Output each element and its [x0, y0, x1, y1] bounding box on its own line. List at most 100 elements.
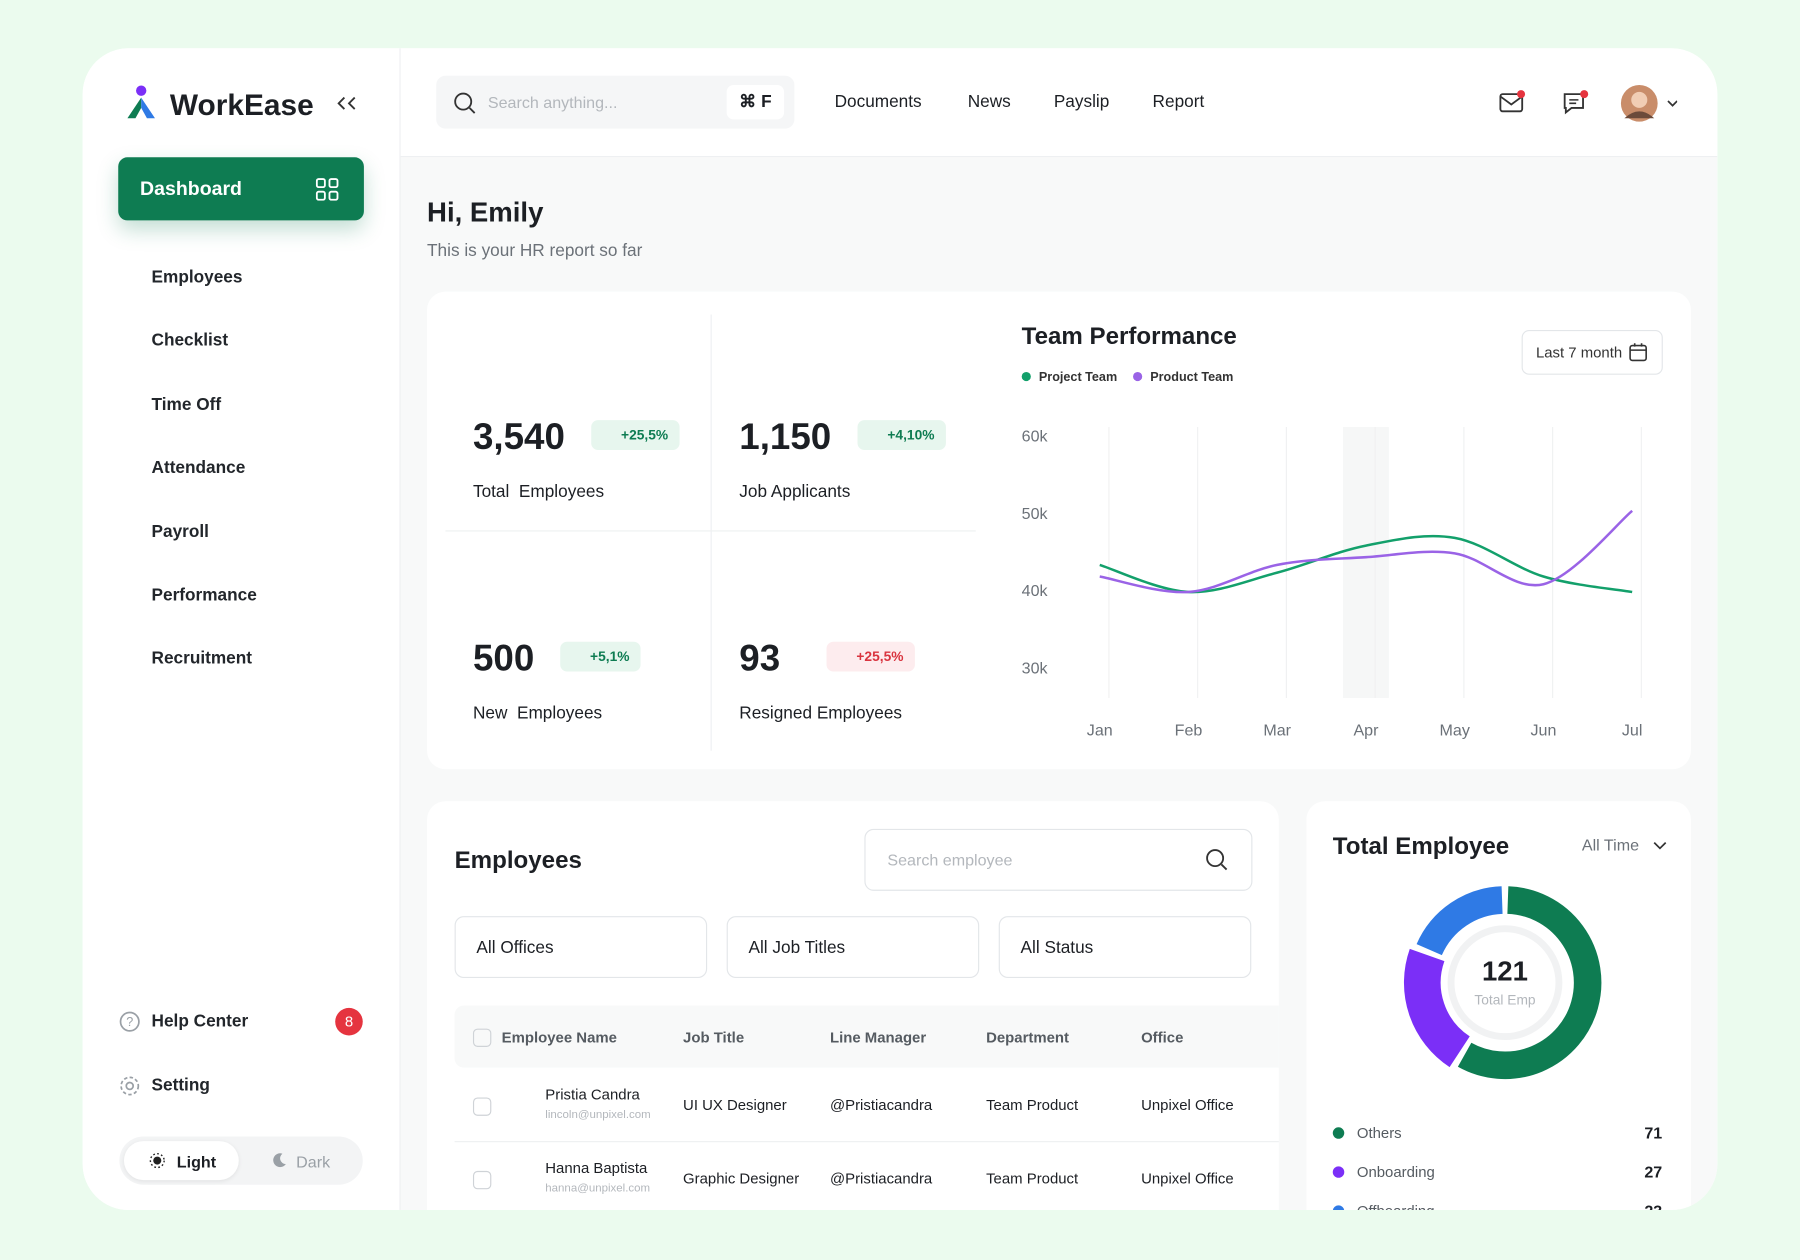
icon-part — [153, 1156, 162, 1165]
nav-link[interactable]: Documents — [834, 91, 922, 112]
x-tick-label: Jul — [1622, 722, 1643, 740]
employee-name: Hanna Baptista — [545, 1158, 648, 1177]
filter-label: All Offices — [476, 937, 554, 958]
icon-part — [1499, 93, 1524, 113]
logo-icon — [127, 85, 155, 119]
legend-swatch — [1332, 1127, 1345, 1139]
checkbox[interactable] — [472, 1097, 492, 1116]
setting-icon — [120, 1076, 140, 1096]
menu-item[interactable]: Payroll — [151, 521, 209, 542]
stat-label: Total Employees — [472, 482, 605, 502]
icon-part — [120, 1076, 140, 1096]
employee-search-placeholder: Search employee — [887, 850, 1013, 870]
menu-item[interactable]: Checklist — [151, 331, 229, 351]
table-header — [454, 1005, 1279, 1068]
x-tick-label: May — [1440, 722, 1470, 740]
x-tick-label: Apr — [1353, 722, 1379, 740]
x-tick-label: Jun — [1530, 722, 1556, 740]
icon-part — [1667, 100, 1678, 107]
icon-part: ? — [126, 1015, 133, 1029]
chat-button[interactable] — [1561, 90, 1589, 115]
dashboard-button[interactable]: Dashboard — [118, 157, 364, 221]
period-select[interactable] — [1521, 330, 1663, 375]
cell: Graphic Designer — [683, 1169, 800, 1187]
greeting-title: Hi, Emily — [427, 197, 544, 229]
collapse-button[interactable] — [335, 94, 360, 112]
stat-change-text: +4,10% — [887, 427, 935, 444]
filter-select[interactable]: All Status — [998, 916, 1252, 979]
setting[interactable]: Setting — [151, 1075, 210, 1096]
icon-part — [273, 1153, 286, 1168]
menu-item[interactable]: Recruitment — [151, 649, 253, 669]
icon-part — [127, 97, 142, 119]
period-select[interactable]: All Time — [1581, 835, 1640, 855]
app-window: WorkEase Dashboard ? Help Center 8 Setti… — [82, 48, 1718, 1210]
legend-label: Offboarding — [1357, 1203, 1435, 1210]
report-panel: Team Performance Project Team Product Team… — [427, 291, 1691, 770]
filter-select[interactable]: All Job Titles — [726, 916, 980, 979]
icon-part — [315, 178, 326, 189]
column-header: Line Manager — [829, 1028, 927, 1046]
search-icon — [454, 92, 476, 114]
menu-item[interactable]: Employees — [151, 267, 243, 287]
nav-link[interactable]: News — [967, 91, 1011, 112]
profile-button[interactable] — [1620, 84, 1678, 123]
stat-change: +25,5% — [591, 420, 680, 451]
icon-part — [1624, 111, 1655, 119]
light-label: Light — [176, 1152, 217, 1171]
legend-label: Onboarding — [1357, 1164, 1435, 1181]
y-tick-label: 40k — [1022, 582, 1049, 600]
nav-link[interactable]: Report — [1152, 91, 1205, 112]
legend-swatch — [1133, 371, 1143, 382]
employees-panel: Employees Search employee All Offices All… — [427, 801, 1279, 1210]
column-header: Job Title — [683, 1028, 745, 1046]
employee-email: lincoln@unpixel.com — [545, 1108, 651, 1122]
mail-button[interactable] — [1498, 90, 1526, 115]
center-value: 121 — [1482, 956, 1528, 987]
employees-title: Employees — [454, 847, 582, 874]
menu-item[interactable]: Performance — [151, 585, 257, 605]
icon-part — [328, 190, 339, 201]
employee-search[interactable]: Search employee — [864, 828, 1253, 891]
nav-link[interactable]: Payslip — [1053, 91, 1110, 112]
light-button[interactable]: Light — [123, 1141, 239, 1181]
team-performance-chart: Team Performance Project Team Product Team… — [1021, 323, 1663, 740]
column-header: Department — [986, 1028, 1070, 1046]
employee-email: hanna@unpixel.com — [545, 1181, 651, 1195]
icon-part — [1629, 344, 1647, 362]
filter-select[interactable]: All Offices — [454, 916, 708, 979]
donut-segment — [1457, 886, 1602, 1080]
donut-center — [1447, 925, 1563, 1041]
checkbox[interactable] — [472, 1170, 492, 1189]
menu-item[interactable]: Time Off — [151, 394, 222, 415]
brand: WorkEase — [169, 87, 314, 122]
shortcut: ⌘ F — [726, 84, 785, 120]
dark-button[interactable]: Dark — [296, 1152, 331, 1171]
theme-toggle: Light Dark — [119, 1136, 363, 1185]
sidebar: WorkEase Dashboard ? Help Center 8 Setti… — [82, 48, 401, 1210]
legend-value: 71 — [1644, 1124, 1662, 1142]
icon-part — [315, 190, 326, 201]
total-employee-panel: Total Employee All Time Others 71 Onboardi… — [1306, 801, 1691, 1210]
cell: Unpixel Office — [1141, 1096, 1234, 1114]
dashboard-label: Dashboard — [140, 177, 242, 200]
icon-part — [119, 1011, 140, 1032]
help-badge: 8 — [335, 1007, 363, 1036]
stat-value: 3,540 — [472, 415, 565, 457]
icon-part — [1499, 95, 1523, 106]
legend-swatch — [1021, 371, 1031, 382]
global-search[interactable]: Search anything... ⌘ F — [436, 75, 795, 129]
stat-label: New Employees — [472, 703, 603, 724]
checkbox[interactable] — [472, 1028, 492, 1047]
sun-icon — [149, 1153, 165, 1169]
icon-part — [1206, 849, 1225, 868]
stat-label: Job Applicants — [739, 482, 851, 502]
menu-item[interactable]: Attendance — [151, 458, 246, 478]
cell: Team Product — [986, 1169, 1079, 1187]
stat-change-text: +25,5% — [856, 648, 904, 665]
greeting-subtitle: This is your HR report so far — [427, 241, 643, 261]
x-tick-label: Jan — [1087, 722, 1113, 740]
help-center[interactable]: Help Center — [151, 1011, 249, 1031]
